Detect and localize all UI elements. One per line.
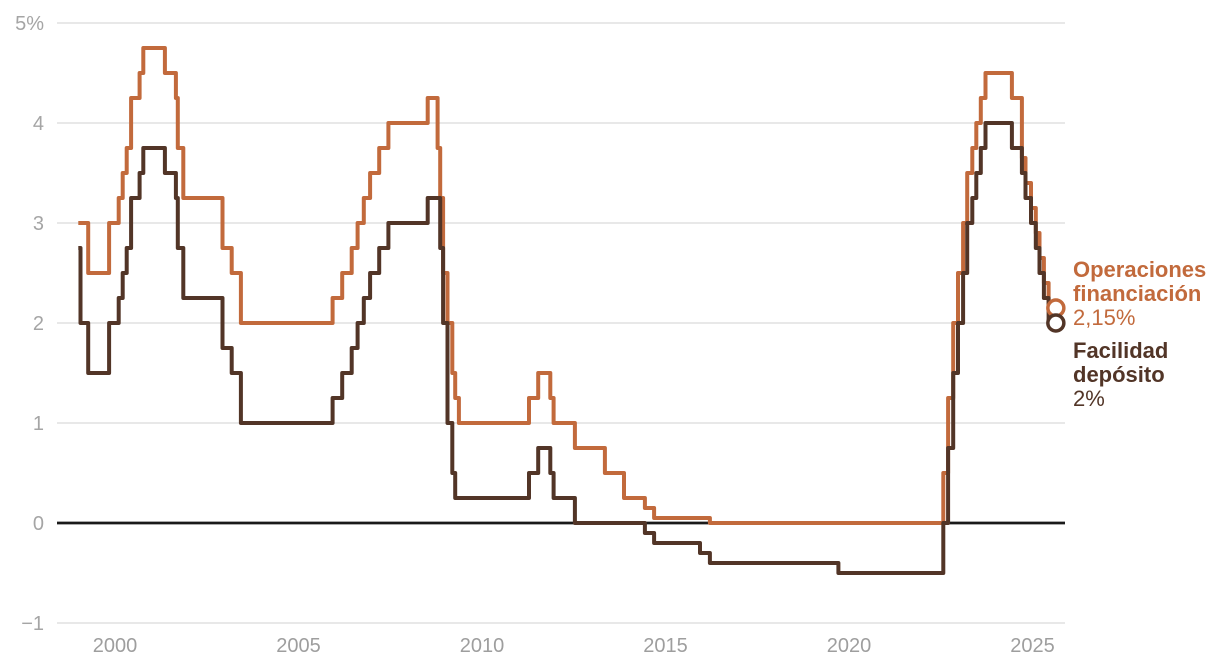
series-line-operaciones [78, 46, 1051, 525]
end-marker-facilidad [1046, 313, 1066, 333]
legend: Operaciones financiación 2,15% Facilidad… [1073, 258, 1219, 411]
series-line-facilidad [78, 121, 1051, 575]
x-tick-label: 2015 [643, 635, 688, 657]
x-tick-label: 2010 [460, 635, 505, 657]
x-tick-label: 2005 [276, 635, 321, 657]
y-tick-label: −1 [21, 613, 44, 635]
series-label-operaciones-line2: financiación [1073, 281, 1202, 306]
x-tick-label: 2000 [93, 635, 138, 657]
series-label-facilidad-line1: Facilidad [1073, 338, 1169, 363]
series-value-facilidad: 2% [1073, 386, 1105, 411]
x-tick-label: 2025 [1010, 635, 1055, 657]
y-tick-label: 0 [33, 513, 44, 535]
y-tick-label: 2 [33, 313, 44, 335]
series-label-operaciones-line1: Operaciones [1073, 257, 1207, 282]
y-tick-label: 5% [15, 13, 44, 35]
x-tick-label: 2020 [827, 635, 872, 657]
y-tick-label: 1 [33, 413, 44, 435]
series-label-facilidad-line2: depósito [1073, 362, 1165, 387]
y-tick-label: 3 [33, 213, 44, 235]
y-tick-label: 4 [33, 113, 44, 135]
series-value-operaciones: 2,15% [1073, 305, 1136, 330]
